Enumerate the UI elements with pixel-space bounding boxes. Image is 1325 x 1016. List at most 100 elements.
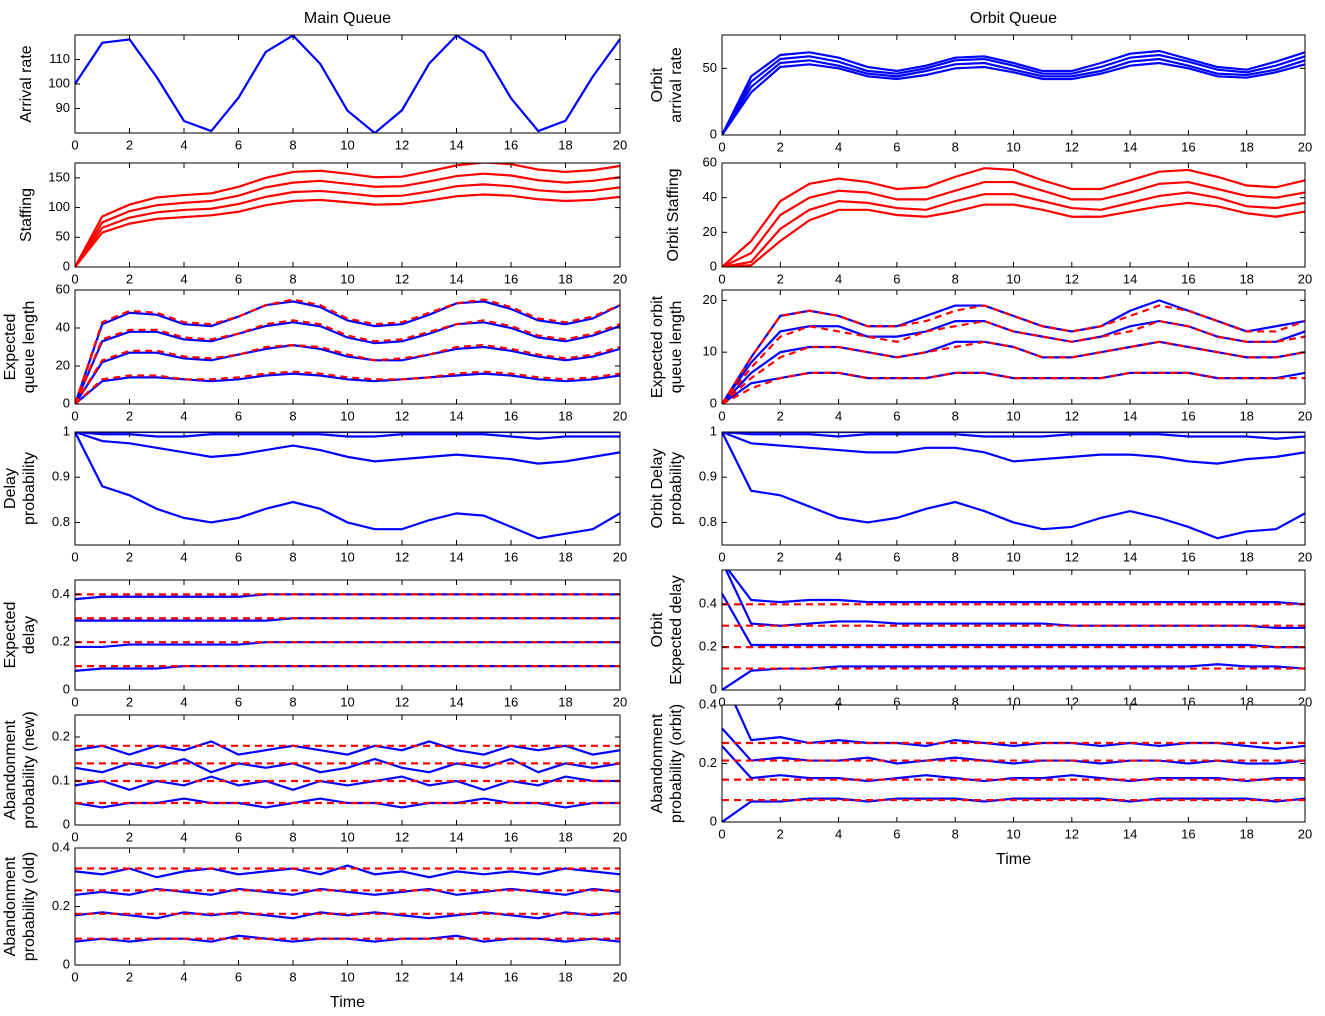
x-tick-label: 8 <box>952 549 959 564</box>
x-tick-label: 4 <box>180 829 187 844</box>
x-tick-label: 8 <box>289 408 296 423</box>
x-tick-label: 4 <box>180 549 187 564</box>
x-tick-label: 4 <box>180 137 187 152</box>
x-tick-label: 14 <box>1123 549 1137 564</box>
x-tick-label: 4 <box>180 408 187 423</box>
panel: 0 2 4 6 8 10 12 14 16 18 20 0.8 0.9 1 Delay probability <box>2 423 627 564</box>
x-tick-label: 20 <box>613 969 627 984</box>
x-tick-label: 0 <box>71 271 78 286</box>
panel: 0 2 4 6 8 10 12 14 16 18 20 0.8 0.9 1 Orbit Delay proba… <box>649 423 1312 564</box>
x-tick-label: 18 <box>1239 549 1253 564</box>
x-tick-label: 2 <box>777 694 784 709</box>
series-line <box>75 300 620 404</box>
y-tick-label: 20 <box>56 357 70 372</box>
y-tick-label: 50 <box>703 60 717 75</box>
x-tick-label: 10 <box>1006 271 1020 286</box>
series-line <box>722 191 1305 267</box>
panel: 0 2 4 6 8 10 12 14 16 18 20 0 20 40 60 Orbit Staffing <box>665 154 1312 286</box>
plot-area <box>75 163 620 267</box>
x-tick-label: 20 <box>613 271 627 286</box>
x-tick-label: 2 <box>126 694 133 709</box>
plot-area <box>75 580 620 690</box>
y-tick-label: 60 <box>56 281 70 296</box>
x-tick-label: 0 <box>718 549 725 564</box>
series-line <box>75 193 620 267</box>
x-tick-label: 0 <box>71 694 78 709</box>
series-line <box>75 740 620 756</box>
x-tick-label: 2 <box>126 408 133 423</box>
series-line <box>75 617 620 622</box>
y-tick-label: 40 <box>703 189 717 204</box>
x-tick-label: 12 <box>1065 408 1079 423</box>
y-tick-label: 60 <box>703 154 717 169</box>
x-tick-label: 12 <box>1065 826 1079 841</box>
y-tick-label: 0 <box>63 395 70 410</box>
x-tick-label: 18 <box>558 137 572 152</box>
x-tick-label: 4 <box>835 139 842 154</box>
series-line <box>75 343 620 404</box>
x-tick-label: 2 <box>126 549 133 564</box>
x-tick-label: 12 <box>395 271 409 286</box>
series-line <box>722 49 1305 135</box>
x-tick-label: 10 <box>1006 139 1020 154</box>
series-line <box>722 745 1305 783</box>
y-tick-label: 0.4 <box>699 696 717 711</box>
x-tick-label: 20 <box>1298 549 1312 564</box>
x-tick-label: 6 <box>893 826 900 841</box>
series-line <box>75 775 620 791</box>
series-line <box>722 432 1305 540</box>
y-tick-label: 0.9 <box>52 469 70 484</box>
series-line <box>722 304 1305 404</box>
x-tick-label: 4 <box>835 271 842 286</box>
x-tick-label: 6 <box>235 271 242 286</box>
y-axis-label: delay <box>21 616 38 654</box>
x-tick-label: 18 <box>1239 826 1253 841</box>
x-tick-label: 16 <box>1181 826 1195 841</box>
series-line <box>75 172 620 267</box>
y-tick-label: 100 <box>48 199 70 214</box>
x-tick-label: 6 <box>235 408 242 423</box>
series-line <box>75 319 620 404</box>
series-line <box>722 201 1305 267</box>
x-tick-label: 18 <box>1239 408 1253 423</box>
y-tick-label: 0 <box>710 126 717 141</box>
y-tick-label: 50 <box>56 229 70 244</box>
x-tick-label: 8 <box>289 271 296 286</box>
y-axis-label: arrival rate <box>668 47 685 123</box>
y-axis-label: Expected <box>2 602 19 669</box>
x-tick-label: 14 <box>449 137 463 152</box>
series-line <box>75 911 620 920</box>
panel: 0 2 4 6 8 10 12 14 16 18 20 0 0.1 0.2 Abandonment proba… <box>2 711 627 844</box>
series-line <box>75 641 620 649</box>
y-tick-label: 0.1 <box>52 772 70 787</box>
x-tick-label: 18 <box>558 408 572 423</box>
y-axis-label: Expected orbit <box>649 295 666 398</box>
x-tick-label: 8 <box>952 694 959 709</box>
x-tick-label: 12 <box>395 137 409 152</box>
y-tick-label: 150 <box>48 169 70 184</box>
y-tick-label: 0.2 <box>699 755 717 770</box>
x-tick-label: 6 <box>235 694 242 709</box>
y-axis-label: queue length <box>668 301 685 394</box>
series-line <box>75 163 620 267</box>
x-tick-label: 16 <box>504 549 518 564</box>
x-tick-label: 8 <box>952 139 959 154</box>
x-tick-label: 8 <box>289 694 296 709</box>
x-tick-label: 10 <box>340 969 354 984</box>
x-tick-label: 2 <box>126 969 133 984</box>
x-tick-label: 6 <box>893 271 900 286</box>
x-tick-label: 10 <box>340 549 354 564</box>
x-tick-label: 10 <box>340 694 354 709</box>
x-tick-label: 16 <box>504 829 518 844</box>
y-tick-label: 40 <box>56 319 70 334</box>
y-tick-label: 1 <box>63 423 70 438</box>
panel: 0 2 4 6 8 10 12 14 16 18 20 0 50 100 150 Staffing <box>18 162 627 286</box>
y-tick-label: 0 <box>710 681 717 696</box>
x-tick-label: 18 <box>558 829 572 844</box>
x-tick-label: 0 <box>71 137 78 152</box>
x-tick-label: 20 <box>613 694 627 709</box>
y-tick-label: 20 <box>703 224 717 239</box>
